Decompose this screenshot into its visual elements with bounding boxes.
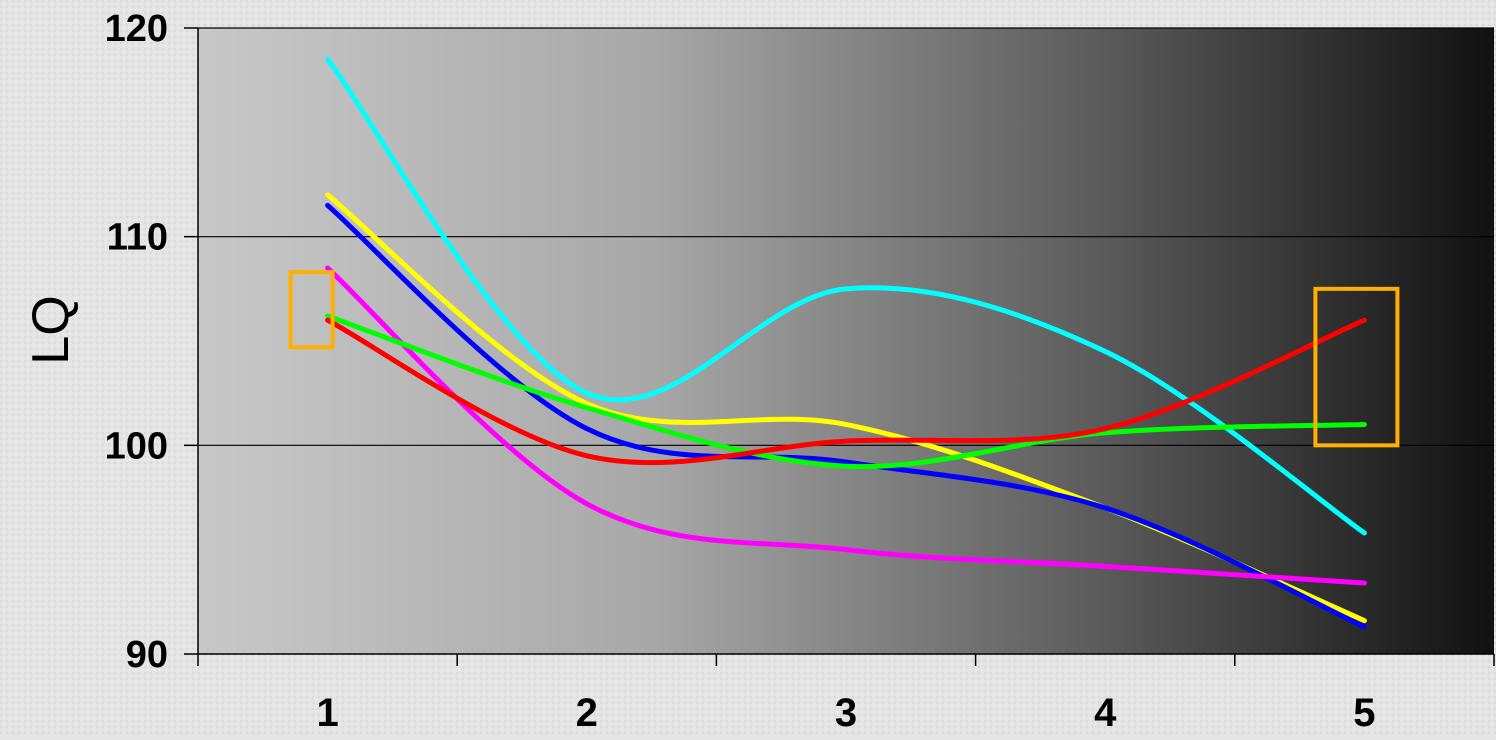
x-tick-label: 3 bbox=[835, 691, 857, 735]
x-tick-label: 1 bbox=[316, 691, 338, 735]
series-line-3 bbox=[325, 202, 1367, 630]
series-line-5 bbox=[325, 313, 1367, 470]
y-tick-label: 110 bbox=[107, 217, 168, 259]
highlight-box-2 bbox=[1313, 286, 1400, 448]
x-tick-label: 4 bbox=[1094, 691, 1117, 735]
highlight-box-1 bbox=[288, 270, 335, 350]
series-lines bbox=[325, 56, 1367, 630]
x-tick-label: 2 bbox=[576, 691, 598, 735]
y-tick-label: 120 bbox=[105, 8, 168, 50]
grid-lines bbox=[198, 27, 1494, 446]
y-tick-label: 100 bbox=[105, 425, 168, 467]
highlight-boxes bbox=[288, 270, 1400, 448]
series-line-4 bbox=[325, 265, 1367, 586]
tick-labels: 90 100 110 120 1 2 3 4 5 bbox=[105, 8, 1376, 735]
y-axis-label: LQ bbox=[22, 295, 80, 364]
series-line-6 bbox=[325, 317, 1367, 466]
y-tick-label: 90 bbox=[126, 634, 168, 676]
axes bbox=[184, 27, 1495, 666]
x-tick-label: 5 bbox=[1353, 691, 1375, 735]
